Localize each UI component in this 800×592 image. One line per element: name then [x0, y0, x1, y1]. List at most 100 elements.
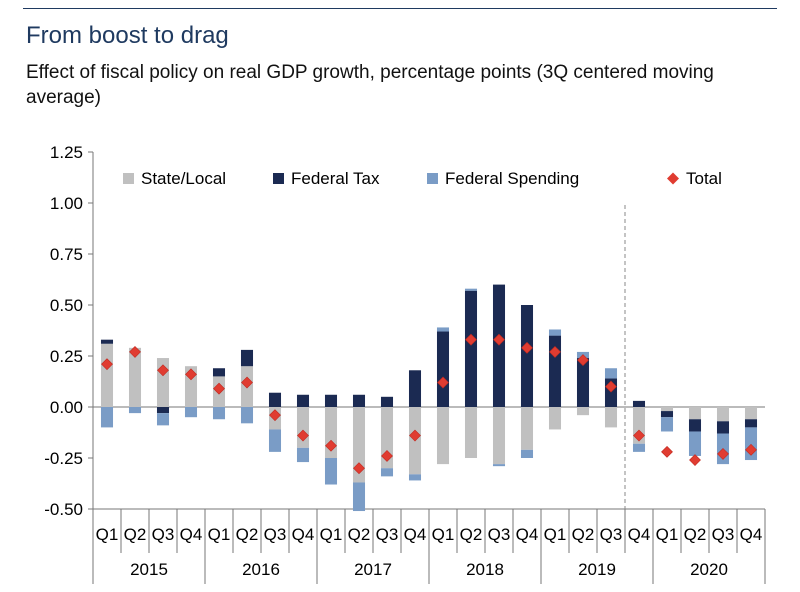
- quarter-label: Q4: [740, 525, 763, 544]
- quarter-label: Q2: [124, 525, 147, 544]
- federal-tax-bar: [156, 407, 170, 414]
- total-marker: [465, 333, 477, 346]
- federal-tax-bar: [268, 392, 282, 407]
- quarter-label: Q1: [320, 525, 343, 544]
- total-marker: [185, 368, 197, 381]
- total-marker: [549, 345, 561, 358]
- total-marker: [689, 454, 701, 466]
- y-tick-label: 0.75: [50, 245, 83, 264]
- state-local-bar: [380, 407, 394, 469]
- quarter-label: Q3: [600, 525, 623, 544]
- federal-tax-bar: [492, 284, 506, 407]
- total-marker: [325, 439, 337, 452]
- federal-tax-bar: [744, 419, 758, 428]
- quarter-label: Q4: [516, 525, 539, 544]
- federal-spending-bar: [128, 407, 142, 414]
- federal-tax-bar: [716, 421, 730, 434]
- total-markers: [101, 333, 757, 475]
- federal-spending-bar: [520, 449, 534, 458]
- federal-tax-bar: [408, 370, 422, 407]
- total-marker: [297, 429, 309, 442]
- state-local-bar: [464, 407, 478, 458]
- federal-spending-bar: [100, 407, 114, 428]
- state-local-bar: [352, 407, 366, 483]
- state-local-bar: [296, 407, 310, 448]
- federal-tax-bar: [688, 419, 702, 432]
- federal-tax-bar: [352, 394, 366, 407]
- state-local-bar: [436, 407, 450, 465]
- federal-tax-bar: [576, 358, 590, 407]
- federal-tax-bar: [660, 411, 674, 418]
- federal-spending-bar: [660, 417, 674, 432]
- quarter-label: Q1: [656, 525, 679, 544]
- y-tick-label: 1.00: [50, 194, 83, 213]
- year-label: 2015: [130, 560, 168, 579]
- quarter-label: Q2: [572, 525, 595, 544]
- quarter-label: Q4: [404, 525, 427, 544]
- quarter-label: Q4: [628, 525, 651, 544]
- y-tick-label: 1.25: [50, 143, 83, 162]
- quarter-label: Q3: [152, 525, 175, 544]
- federal-tax-bar: [240, 349, 254, 367]
- legend-label-federal-spending: Federal Spending: [445, 169, 579, 188]
- legend-label-total: Total: [686, 169, 722, 188]
- quarter-label: Q2: [684, 525, 707, 544]
- quarter-label: Q3: [488, 525, 511, 544]
- total-marker: [381, 450, 393, 462]
- year-label: 2019: [578, 560, 616, 579]
- total-marker: [493, 333, 505, 346]
- federal-tax-bar: [436, 331, 450, 407]
- state-local-bar: [604, 407, 618, 428]
- total-marker: [241, 376, 253, 389]
- total-marker: [269, 409, 281, 422]
- federal-spending-bar: [268, 429, 282, 452]
- federal-spending-bar: [184, 407, 198, 418]
- federal-spending-bar: [436, 327, 450, 332]
- year-label: 2017: [354, 560, 392, 579]
- federal-tax-bar: [212, 368, 226, 377]
- y-tick-label: 0.00: [50, 398, 83, 417]
- legend-swatch-state-local: [123, 173, 134, 184]
- federal-spending-bar: [548, 329, 562, 336]
- legend-label-state-local: State/Local: [141, 169, 226, 188]
- total-marker: [605, 380, 617, 393]
- state-local-bar: [660, 407, 674, 412]
- state-local-bar: [716, 407, 730, 422]
- year-label: 2018: [466, 560, 504, 579]
- total-marker: [661, 445, 673, 458]
- chart-title: From boost to drag: [26, 22, 229, 49]
- quarter-label: Q3: [712, 525, 735, 544]
- quarter-label: Q2: [460, 525, 483, 544]
- state-local-bar: [576, 407, 590, 416]
- federal-spending-bar: [604, 368, 618, 379]
- federal-tax-bar: [296, 394, 310, 407]
- federal-tax-bar: [520, 305, 534, 407]
- state-local-bar: [100, 343, 114, 407]
- year-label: 2020: [690, 560, 728, 579]
- state-local-bar: [492, 407, 506, 465]
- total-marker: [717, 447, 729, 460]
- federal-spending-bar: [492, 464, 506, 467]
- federal-spending-bar: [632, 443, 646, 452]
- legend: State/Local Federal Tax Federal Spending To…: [123, 169, 722, 188]
- quarter-label: Q1: [208, 525, 231, 544]
- quarter-label: Q3: [376, 525, 399, 544]
- federal-tax-bar: [464, 290, 478, 407]
- federal-spending-bar: [240, 407, 254, 424]
- federal-spending-bar: [156, 413, 170, 426]
- total-marker: [409, 429, 421, 442]
- legend-swatch-total: [667, 172, 679, 185]
- quarter-label: Q3: [264, 525, 287, 544]
- federal-tax-bar: [324, 394, 338, 407]
- chart-subtitle: Effect of fiscal policy on real GDP grow…: [26, 62, 714, 108]
- quarter-label: Q1: [544, 525, 567, 544]
- quarter-label: Q4: [292, 525, 315, 544]
- legend-label-federal-tax: Federal Tax: [291, 169, 380, 188]
- y-tick-label: -0.50: [44, 500, 83, 519]
- federal-spending-bar: [464, 288, 478, 291]
- total-marker: [129, 345, 141, 358]
- state-local-bar: [548, 407, 562, 430]
- legend-swatch-federal-tax: [273, 173, 284, 184]
- total-marker: [521, 341, 533, 354]
- federal-spending-bar: [408, 474, 422, 481]
